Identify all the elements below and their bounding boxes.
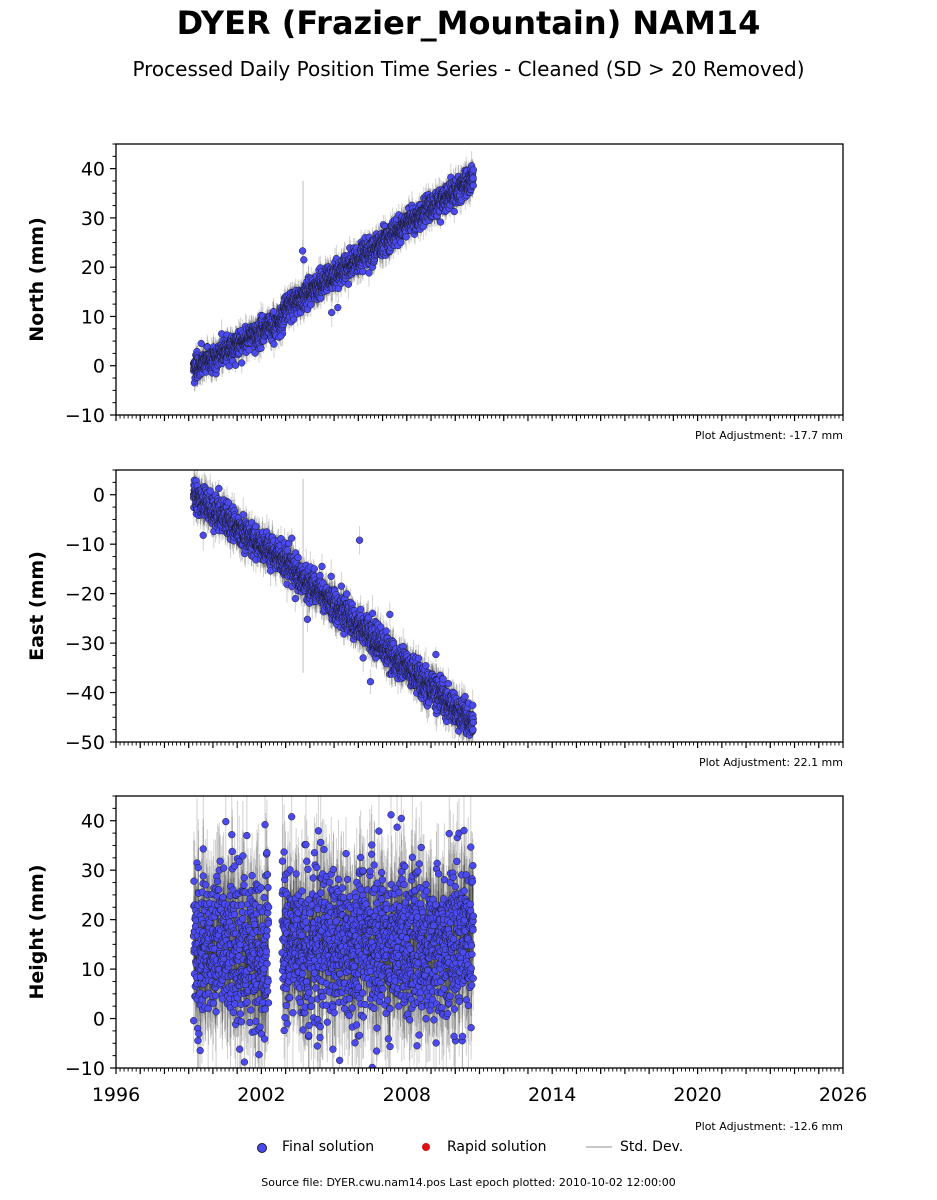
data-point — [469, 174, 477, 182]
chart-subtitle: Processed Daily Position Time Series - C… — [132, 57, 805, 81]
data-point — [269, 307, 278, 316]
panel-1: −10 0 10 20 30 40 North (mm) Plot Adjustment: -… — [26, 143, 844, 442]
chart-title: DYER (Frazier_Mountain) NAM14 — [176, 4, 761, 42]
data-point — [402, 233, 410, 241]
data-point — [450, 207, 458, 216]
data-point — [365, 269, 373, 277]
data-point — [300, 256, 308, 264]
y-tick-label: −10 — [65, 405, 105, 427]
y-tick-label: 0 — [93, 356, 105, 378]
data-point — [290, 315, 298, 324]
data-point — [397, 238, 405, 247]
data-point — [469, 181, 477, 190]
y-tick-label: 30 — [81, 208, 105, 230]
final-solution-points — [189, 162, 478, 387]
data-point — [231, 361, 240, 369]
data-point — [257, 344, 265, 352]
data-point — [298, 247, 307, 255]
data-point — [328, 308, 336, 317]
y-axis-label: North (mm) — [26, 217, 48, 342]
y-tick-label: 40 — [81, 159, 105, 181]
plot-adjustment-label: Plot Adjustment: -17.7 mm — [695, 429, 843, 442]
data-point — [359, 267, 367, 276]
data-point — [307, 301, 315, 309]
y-tick-label: 10 — [81, 306, 105, 328]
data-point — [334, 303, 342, 312]
data-point — [277, 332, 285, 340]
data-point — [436, 218, 445, 226]
data-point — [317, 294, 325, 302]
data-point — [469, 166, 478, 174]
plot-frame — [115, 143, 844, 416]
data-point — [245, 346, 253, 354]
y-tick-label: 20 — [81, 257, 105, 279]
data-point — [344, 280, 353, 288]
data-point — [238, 359, 246, 367]
data-point — [270, 340, 278, 348]
data-point — [197, 339, 205, 348]
